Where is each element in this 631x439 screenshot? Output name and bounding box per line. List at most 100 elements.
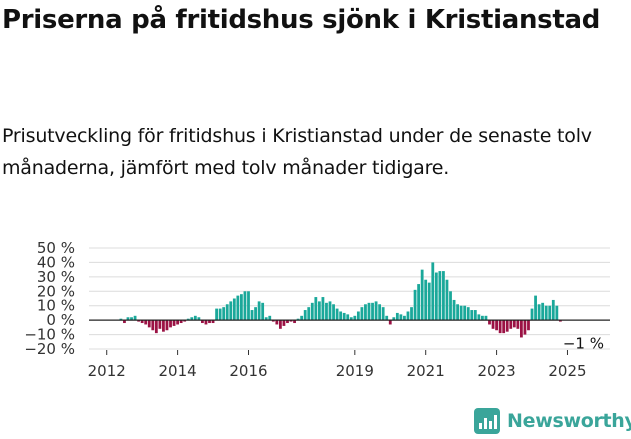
bar: [261, 302, 265, 321]
bar: [286, 320, 289, 324]
bar: [154, 320, 158, 334]
bars: [119, 262, 562, 338]
bar: [477, 314, 481, 321]
x-tick-label: 2016: [229, 362, 267, 380]
bar: [317, 301, 321, 321]
bar: [519, 320, 523, 338]
bar: [165, 320, 169, 331]
bar: [381, 307, 385, 321]
bar: [378, 304, 382, 321]
bar: [413, 289, 417, 321]
x-tick-label: 2023: [477, 362, 515, 380]
bar: [399, 314, 403, 321]
bar: [257, 301, 261, 321]
bar: [424, 279, 428, 321]
bar: [215, 308, 218, 321]
bar: [247, 291, 250, 321]
bar: [222, 307, 226, 321]
bar: [456, 304, 459, 321]
bar: [271, 320, 275, 322]
bar: [484, 315, 488, 321]
bar: [417, 284, 421, 321]
bar: [459, 305, 463, 321]
bar: [452, 299, 456, 321]
bar: [335, 308, 339, 321]
bar: [445, 279, 449, 321]
bar: [395, 312, 399, 321]
bar: [551, 299, 555, 321]
chart-title: Priserna på fritidshus sjönk i Kristians…: [2, 5, 601, 35]
bar: [332, 304, 335, 321]
bar: [268, 315, 272, 321]
last-value-label: −1 %: [563, 335, 604, 353]
bar: [470, 310, 474, 321]
bar: [236, 295, 240, 321]
bar: [463, 305, 467, 321]
bar: [388, 320, 392, 325]
bar: [541, 302, 545, 321]
bar: [449, 291, 452, 321]
bar: [374, 301, 378, 321]
bar: [211, 320, 215, 324]
bar: [512, 320, 516, 328]
bar: [498, 320, 502, 334]
bar: [534, 295, 537, 321]
bar: [321, 297, 325, 321]
x-tick-label: 2025: [548, 362, 586, 380]
bar: [527, 320, 530, 331]
x-axis: 2012 2014 2016 2019 2021 2023 2025: [88, 319, 610, 380]
bar: [176, 320, 180, 325]
x-tick-label: 2021: [407, 362, 445, 380]
bar: [530, 308, 534, 321]
chart-subtitle: Prisutveckling för fritidshus i Kristian…: [2, 125, 592, 179]
bar: [130, 317, 133, 321]
bar-chart-logo-icon: [474, 408, 500, 434]
bar: [243, 291, 247, 321]
bar: [473, 310, 477, 321]
bar: [193, 315, 197, 321]
bar: [293, 320, 296, 324]
bar: [537, 304, 541, 321]
bar: [307, 307, 311, 321]
bar: [488, 320, 491, 325]
bar: [133, 315, 137, 321]
bar: [264, 317, 268, 321]
y-tick-label: 20 %: [37, 282, 75, 300]
bar: [147, 320, 151, 328]
bar: [240, 294, 243, 321]
bar-chart: 50 %40 %30 %20 %10 %0 %−10 %−20 % 2012 20…: [24, 239, 610, 380]
y-axis-tick-labels: 50 %40 %30 %20 %10 %0 %−10 %−20 %: [24, 239, 75, 358]
bar: [346, 314, 350, 321]
bar: [140, 320, 144, 324]
bar: [481, 315, 484, 321]
bar: [544, 305, 548, 321]
bar: [179, 320, 183, 324]
bar: [360, 307, 364, 321]
y-tick-label: 40 %: [37, 253, 75, 271]
logo-wordmark: Newsworthy: [507, 410, 631, 432]
bar: [356, 311, 360, 321]
bar: [392, 317, 396, 321]
bar: [509, 320, 513, 329]
y-tick-label: 50 %: [37, 239, 75, 257]
bar: [353, 315, 357, 321]
bar: [523, 320, 527, 335]
bar: [442, 271, 445, 321]
bar: [186, 318, 190, 321]
bar: [431, 262, 435, 321]
bar: [314, 297, 318, 321]
bar: [144, 320, 148, 325]
y-tick-label: −10 %: [24, 326, 75, 344]
bar: [427, 282, 431, 321]
bar: [275, 320, 279, 325]
bar: [282, 320, 286, 326]
bar: [197, 317, 201, 321]
bar: [310, 302, 314, 321]
bar: [162, 320, 165, 332]
bar: [123, 320, 126, 324]
bar: [218, 308, 222, 321]
bar: [339, 311, 343, 321]
bar: [254, 307, 257, 321]
bar: [438, 271, 442, 321]
bar: [172, 320, 176, 326]
